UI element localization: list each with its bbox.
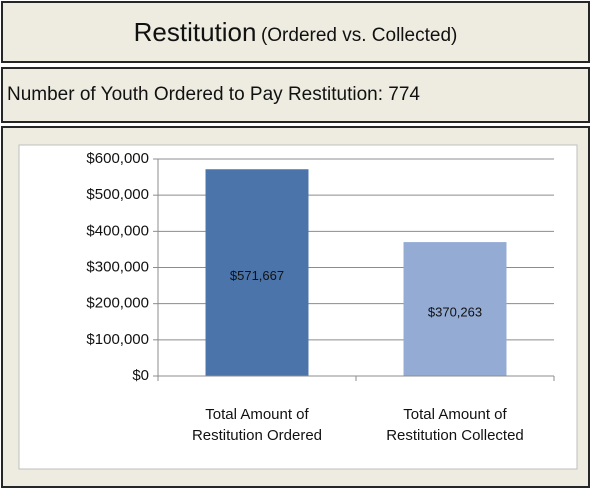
title-box: Restitution (Ordered vs. Collected)	[1, 1, 590, 63]
title: Restitution	[133, 17, 257, 47]
chart-box: $0 $100,000 $200,000 $300,000 $400,000 $500,0…	[1, 126, 590, 488]
x-tick-label: Total Amount of Restitution Collected	[386, 406, 524, 444]
y-tick-label: $100,000	[86, 331, 149, 348]
subtitle: (Ordered vs. Collected)	[260, 25, 458, 46]
x-tick-label: Total Amount of Restitution Ordered	[192, 406, 322, 444]
bar	[205, 169, 309, 376]
bar	[403, 242, 507, 376]
summary-value: 774	[388, 84, 420, 105]
summary-label: Number of Youth Ordered to Pay Restituti…	[7, 84, 383, 105]
y-tick-label: $400,000	[86, 222, 149, 239]
y-tick-label: $0	[132, 367, 149, 384]
x-tick-label-line: Restitution Ordered	[192, 427, 322, 444]
data-label: $571,667	[230, 268, 284, 283]
x-tick-label-line: Total Amount of	[205, 406, 309, 423]
y-tick-label: $200,000	[86, 295, 149, 312]
chart: $0 $100,000 $200,000 $300,000 $400,000 $500,0…	[18, 144, 578, 470]
data-label: $370,263	[428, 304, 482, 319]
x-tick-label-line: Restitution Collected	[386, 427, 524, 444]
y-tick-label: $300,000	[86, 258, 149, 275]
x-tick-label-line: Total Amount of	[403, 406, 507, 423]
y-tick-label: $600,000	[86, 150, 149, 167]
summary-box: Number of Youth Ordered to Pay Restituti…	[1, 67, 590, 123]
y-tick-label: $500,000	[86, 186, 149, 203]
